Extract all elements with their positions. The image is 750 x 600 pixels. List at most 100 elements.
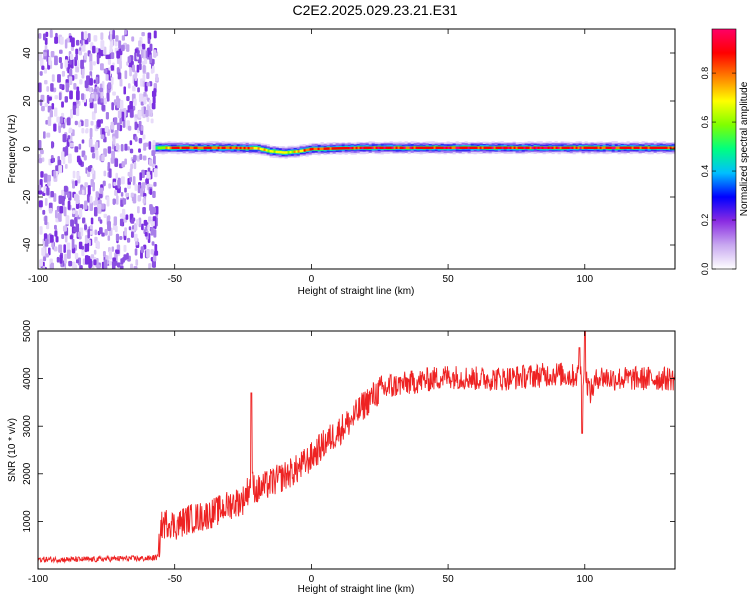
spectrogram-noise-cell [138, 46, 143, 51]
spectrogram-signal-peak [307, 148, 310, 151]
spectrogram-noise-cell [111, 76, 114, 85]
spectrogram-noise-cell [142, 155, 147, 161]
spectrogram-noise-cell [78, 241, 83, 250]
spectrogram-signal-peak [627, 146, 630, 149]
spectrogram-noise-cell [68, 76, 73, 86]
spectrogram-noise-cell [80, 59, 84, 69]
spectrogram-noise-cell [53, 123, 57, 132]
spectrogram-signal-peak [279, 151, 282, 154]
spectrogram-signal-peak [405, 146, 408, 149]
spectrogram-noise-cell [43, 33, 46, 41]
spectrogram-signal-peak [537, 146, 540, 149]
spectrogram-noise-cell [92, 45, 96, 54]
spectrogram-noise-cell [44, 197, 48, 206]
spectrogram-signal-peak [203, 146, 206, 149]
spectrogram-noise-cell [129, 148, 134, 154]
spectrogram-noise-cell [42, 209, 46, 215]
spectrogram-noise-cell [89, 195, 93, 204]
spectrogram-noise-cell [111, 102, 114, 111]
snr-frame [37, 330, 676, 570]
spectrogram-noise-cell [116, 98, 121, 109]
spectrogram-noise-cell [59, 116, 63, 124]
spectrogram-signal-peak [277, 150, 280, 154]
spectrogram-noise-cell [135, 259, 139, 266]
spectrogram-noise-cell [131, 196, 136, 202]
spectrogram-signal-peak [429, 146, 432, 149]
spectrogram-noise-cell [127, 83, 131, 89]
spectrogram-noise-cell [83, 155, 87, 161]
spectrogram-signal-peak [553, 146, 556, 149]
spectrogram-noise-cell [110, 121, 115, 130]
y-tick-label: 2000 [22, 462, 33, 485]
spectrogram-signal-peak [501, 146, 504, 149]
spectrogram-signal-peak [487, 146, 490, 149]
spectrogram-signal-peak [175, 146, 178, 149]
spectrogram-noise-cell [153, 49, 157, 58]
spectrogram-noise-cell [102, 250, 106, 258]
spectrogram-noise-cell [87, 185, 91, 195]
spectrogram-signal-peak [345, 146, 348, 150]
spectrogram-signal-peak [467, 146, 470, 149]
spectrogram-signal-peak [341, 147, 344, 150]
spectrogram-noise-cell [75, 39, 80, 46]
spectrogram-signal-peak [625, 146, 628, 149]
spectrogram-signal-peak [577, 146, 580, 149]
spectrogram-noise-cell [91, 111, 96, 120]
spectrogram-noise-cell [119, 218, 124, 227]
spectrogram-signal-peak [441, 146, 444, 149]
spectrogram-noise-cell [129, 100, 133, 110]
spectrogram-noise-cell [100, 119, 104, 124]
spectrogram-noise-cell [107, 146, 112, 154]
spectrogram-noise-cell [101, 104, 105, 111]
spectrogram-noise-cell [82, 217, 86, 224]
spectrogram-noise-cell [103, 97, 107, 105]
snr-x-axis-label: Height of straight line (km) [298, 584, 415, 595]
spectrogram-signal-peak [493, 146, 496, 149]
spectrogram-noise-cell [149, 159, 153, 167]
spectrogram-noise-cell [93, 35, 98, 42]
spectrogram-signal-peak [603, 146, 606, 149]
spectrogram-noise-cell [140, 49, 144, 58]
spectrogram-signal-peak [421, 146, 424, 149]
spectrogram-signal-peak [313, 147, 316, 151]
spectrogram-noise-cell [138, 217, 142, 228]
spectrogram-noise-cell [115, 143, 119, 151]
spectrogram-signal-peak [295, 150, 298, 153]
spectrogram-signal-peak [471, 146, 474, 149]
spectrogram-noise-cell [104, 126, 109, 133]
spectrogram-noise-cell [101, 203, 105, 210]
y-tick-label: 1000 [22, 510, 33, 533]
spectrogram-noise-cell [106, 196, 110, 207]
spectrogram-signal-peak [469, 146, 472, 149]
spectrogram-noise-cell [81, 68, 85, 79]
spectrogram-noise-cell [54, 107, 58, 117]
spectrogram-noise-cell [50, 83, 54, 92]
spectrogram-signal-peak [243, 146, 246, 150]
spectrogram-noise-cell [61, 151, 65, 161]
snr-x-ticks: -100 -50 0 50 100 [28, 331, 594, 585]
spectrogram-panel: -100 -50 0 50 100 -40 -20 0 20 40 Height of stra… [7, 28, 676, 297]
spectrogram-signal-peak [661, 146, 664, 149]
spectrogram-noise-cell [116, 95, 119, 101]
spectrogram-signal-peak [335, 147, 338, 150]
spectrogram-noise-cell [148, 99, 152, 107]
spectrogram-signal-peak [513, 146, 516, 149]
spectrogram-noise-cell [38, 82, 42, 93]
spectrogram-signal-peak [541, 146, 544, 149]
spectrogram-noise-cell [119, 78, 123, 87]
spectrogram-noise-cell [53, 246, 58, 252]
spectrogram-noise-cell [91, 93, 95, 99]
spectrogram-signal-peak [281, 151, 284, 154]
spectrogram-noise-cell [58, 92, 62, 101]
spectrogram-signal-peak [399, 146, 402, 149]
spectrogram-noise-cell [113, 99, 117, 106]
spectrogram-signal-peak [587, 146, 590, 149]
spectrogram-noise-cell [132, 176, 136, 186]
snr-series-line [38, 331, 675, 564]
spectrogram-signal-peak [475, 146, 478, 149]
spectrogram-noise-cell [107, 58, 112, 65]
spectrogram-signal-peak [509, 146, 512, 149]
spectrogram-noise-cell [143, 91, 147, 97]
spectrogram-signal-peak [321, 147, 324, 150]
spectrogram-noise-cell [68, 127, 73, 134]
